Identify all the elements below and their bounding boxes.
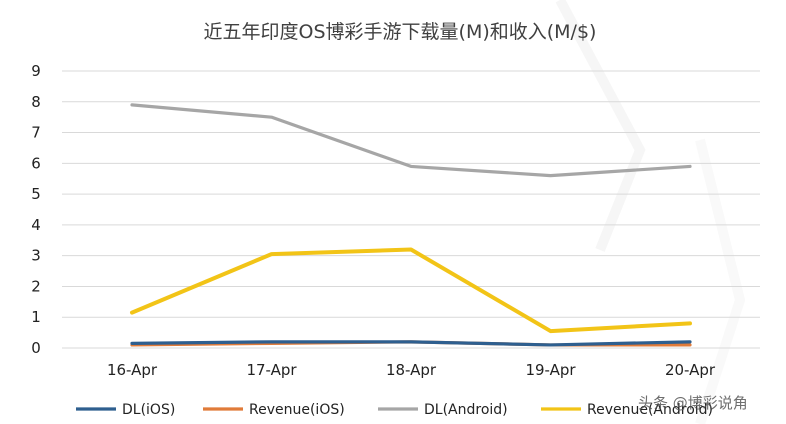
- watermark: 头条 @博彩说角: [638, 394, 748, 412]
- y-tick-label: 0: [31, 339, 41, 357]
- legend: DL(iOS) Revenue(iOS) DL(Android) Revenue(An…: [76, 402, 713, 418]
- y-axis-ticks: 0 1 2 3 4 5 6 7 8 9: [31, 62, 41, 357]
- y-tick-label: 2: [31, 277, 41, 295]
- x-axis-ticks: 16-Apr 17-Apr 18-Apr 19-Apr 20-Apr: [107, 361, 716, 379]
- legend-label: Revenue(Android): [587, 402, 713, 418]
- y-tick-label: 6: [31, 154, 41, 172]
- legend-label: Revenue(iOS): [249, 402, 345, 418]
- series-lines: [130, 103, 692, 347]
- y-tick-label: 4: [31, 216, 41, 234]
- x-tick-label: 18-Apr: [386, 361, 437, 379]
- background-chevron-decoration: [555, 0, 746, 424]
- chart-title: 近五年印度OS博彩手游下载量(M)和收入(M/$): [204, 21, 597, 43]
- x-tick-label: 20-Apr: [665, 361, 716, 379]
- y-tick-label: 9: [31, 62, 41, 80]
- legend-label: DL(iOS): [122, 402, 175, 418]
- series-line-dl-ios: [130, 340, 692, 347]
- y-tick-label: 5: [31, 185, 41, 203]
- y-tick-label: 1: [31, 308, 41, 326]
- series-line-dl-android: [130, 103, 692, 178]
- x-tick-label: 16-Apr: [107, 361, 158, 379]
- gridlines: [62, 70, 760, 349]
- series-line-revenue-android: [130, 247, 692, 334]
- y-tick-label: 8: [31, 93, 41, 111]
- legend-label: DL(Android): [424, 402, 508, 418]
- y-tick-label: 3: [31, 247, 41, 265]
- watermark-text: 头条 @博彩说角: [638, 394, 748, 412]
- x-tick-label: 17-Apr: [246, 361, 297, 379]
- x-tick-label: 19-Apr: [525, 361, 576, 379]
- y-tick-label: 7: [31, 124, 41, 142]
